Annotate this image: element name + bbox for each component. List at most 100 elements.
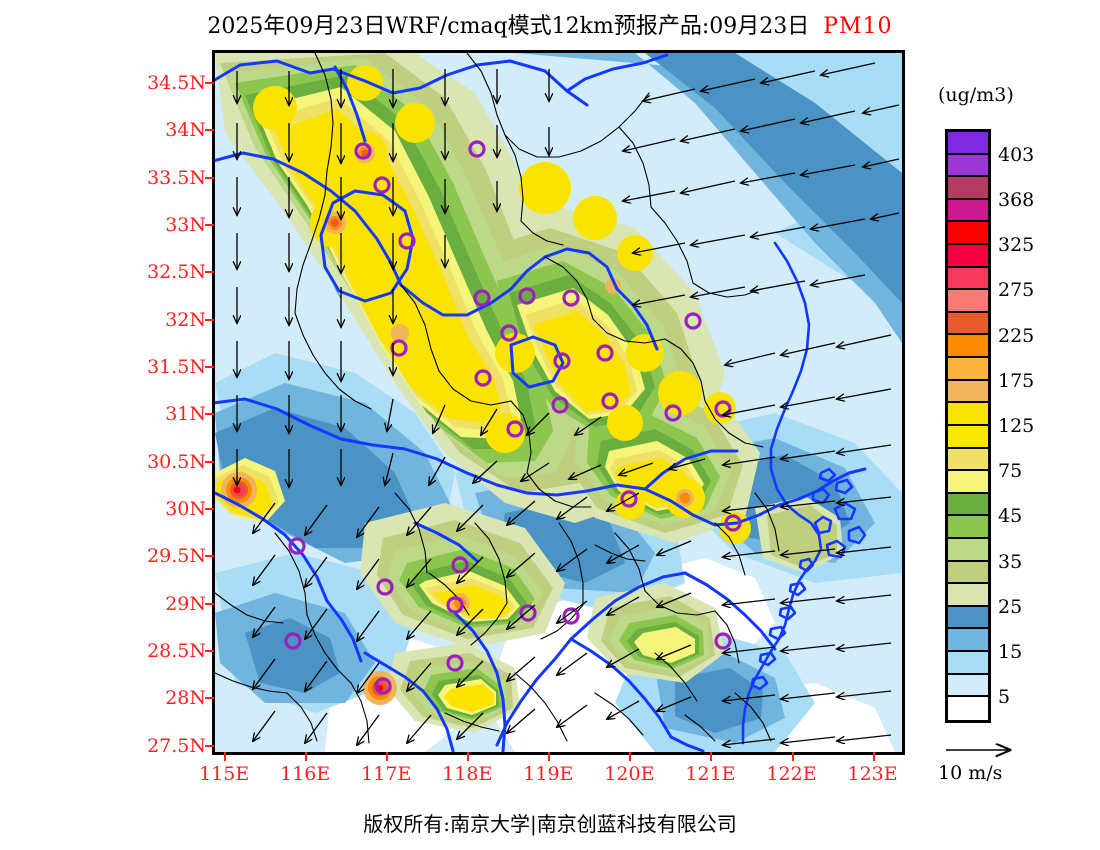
colorbar-cell <box>948 471 988 494</box>
colorbar-cell <box>948 493 988 517</box>
latitude-tick-mark <box>205 224 214 227</box>
latitude-tick-mark <box>205 460 214 463</box>
latitude-tick-label: 34N <box>165 119 206 142</box>
latitude-tick-label: 32.5N <box>147 261 206 284</box>
latitude-tick-label: 32N <box>165 308 206 331</box>
longitude-tick-mark <box>305 752 308 761</box>
latitude-tick-mark <box>205 129 214 132</box>
page-title: 2025年09月23日WRF/cmaq模式12km预报产品:09月23日 PM10 <box>0 8 1100 40</box>
latitude-tick-mark <box>205 649 214 652</box>
latitude-axis: 34.5N 34N 33.5N 33N 32.5N 32N 31.5N 31N 30.5N 30N… <box>118 50 206 757</box>
longitude-tick-label: 122E <box>766 763 817 785</box>
colorbar-cell <box>948 132 988 155</box>
wind-vectors <box>237 62 900 745</box>
longitude-tick-mark <box>791 752 794 761</box>
longitude-tick-mark <box>386 752 389 761</box>
latitude-tick-label: 31N <box>165 403 206 426</box>
wind-scale-arrow <box>946 738 1064 762</box>
title-main-text: 2025年09月23日WRF/cmaq模式12km预报产品:09月23日 <box>207 14 810 39</box>
colorbar-cell <box>948 584 988 607</box>
colorbar-cell <box>948 222 988 246</box>
colorbar-tick-label: 368 <box>998 188 1035 211</box>
latitude-tick-mark <box>205 697 214 700</box>
colorbar-tick-label: 15 <box>998 641 1023 664</box>
colorbar-cell <box>948 177 988 200</box>
longitude-tick-label: 119E <box>523 763 574 785</box>
colorbar-cell <box>948 403 988 426</box>
colorbar-cell <box>948 425 988 449</box>
longitude-tick-mark <box>224 752 227 761</box>
latitude-tick-mark <box>205 318 214 321</box>
colorbar-tick-label: 403 <box>998 143 1035 166</box>
latitude-tick-label: 29N <box>165 592 206 615</box>
longitude-tick-mark <box>467 752 470 761</box>
latitude-tick-label: 31.5N <box>147 356 206 378</box>
latitude-tick-mark <box>205 555 214 558</box>
latitude-tick-label: 27.5N <box>147 734 206 757</box>
longitude-tick-label: 116E <box>280 763 331 785</box>
colorbar-cell <box>948 629 988 653</box>
latitude-tick-label: 33.5N <box>147 166 206 189</box>
colorbar-cell <box>948 516 988 539</box>
colorbar-tick-label: 5 <box>998 686 1011 709</box>
colorbar-tick-label: 125 <box>998 415 1035 437</box>
longitude-tick-label: 118E <box>442 763 493 785</box>
colorbar-tick-label: 225 <box>998 324 1035 347</box>
colorbar-tick-label: 325 <box>998 234 1035 257</box>
colorbar-cell <box>948 674 988 698</box>
longitude-tick-label: 117E <box>361 763 412 785</box>
colorbar-cell <box>948 245 988 268</box>
colorbar-cell <box>948 290 988 313</box>
latitude-tick-label: 28N <box>165 687 206 710</box>
colorbar-cell <box>948 538 988 562</box>
colorbar-cell <box>948 448 988 472</box>
colorbar-cell <box>948 335 988 359</box>
colorbar-tick-label: 45 <box>998 505 1023 528</box>
latitude-tick-mark <box>205 271 214 274</box>
colorbar-cell <box>948 358 988 381</box>
latitude-tick-label: 28.5N <box>147 639 206 662</box>
longitude-axis: 115E 116E 117E 118E 119E 120E 121E 122E 123E <box>199 752 905 794</box>
latitude-tick-mark <box>205 366 214 368</box>
latitude-tick-label: 30.5N <box>147 450 206 473</box>
copyright-footer: 版权所有:南京大学|南京创蓝科技有限公司 <box>363 812 737 836</box>
latitude-tick-mark <box>205 744 214 747</box>
colorbar-cell <box>948 561 988 585</box>
colorbar-cell <box>948 267 988 291</box>
colorbar-cell <box>948 606 988 630</box>
colorbar-cell <box>948 652 988 675</box>
colorbar-cell <box>948 697 988 720</box>
colorbar-tick-labels: 403 368 325 275 225 175 125 75 45 35 25 15 5 <box>998 129 1098 723</box>
longitude-tick-mark <box>629 752 632 761</box>
longitude-tick-mark <box>710 752 713 761</box>
colorbar-cell <box>948 380 988 404</box>
colorbar[interactable] <box>945 129 991 723</box>
colorbar-tick-label: 275 <box>998 279 1035 302</box>
longitude-tick-mark <box>548 752 551 761</box>
longitude-tick-label: 121E <box>685 763 736 785</box>
map-plot-area[interactable] <box>212 50 905 755</box>
map-canvas <box>215 53 902 752</box>
title-species-label: PM10 <box>823 14 893 39</box>
latitude-tick-mark <box>205 507 214 510</box>
latitude-tick-mark <box>205 413 214 416</box>
colorbar-cell <box>948 312 988 336</box>
latitude-tick-mark <box>205 176 214 179</box>
latitude-tick-mark <box>205 82 214 85</box>
colorbar-tick-label: 35 <box>998 550 1023 573</box>
latitude-tick-label: 33N <box>165 214 206 237</box>
colorbar-units-label: (ug/m3) <box>938 84 1014 106</box>
longitude-tick-label: 123E <box>847 763 898 785</box>
longitude-tick-label: 120E <box>604 763 655 785</box>
latitude-tick-label: 29.5N <box>147 545 206 568</box>
latitude-tick-mark <box>205 602 214 605</box>
colorbar-cell <box>948 154 988 178</box>
colorbar-tick-label: 75 <box>998 460 1023 483</box>
longitude-tick-label: 115E <box>199 763 250 785</box>
colorbar-tick-label: 25 <box>998 595 1023 618</box>
latitude-tick-label: 34.5N <box>147 72 206 95</box>
wind-scale-label: 10 m/s <box>938 762 1003 784</box>
colorbar-cell <box>948 199 988 223</box>
colorbar-tick-label: 175 <box>998 369 1035 392</box>
